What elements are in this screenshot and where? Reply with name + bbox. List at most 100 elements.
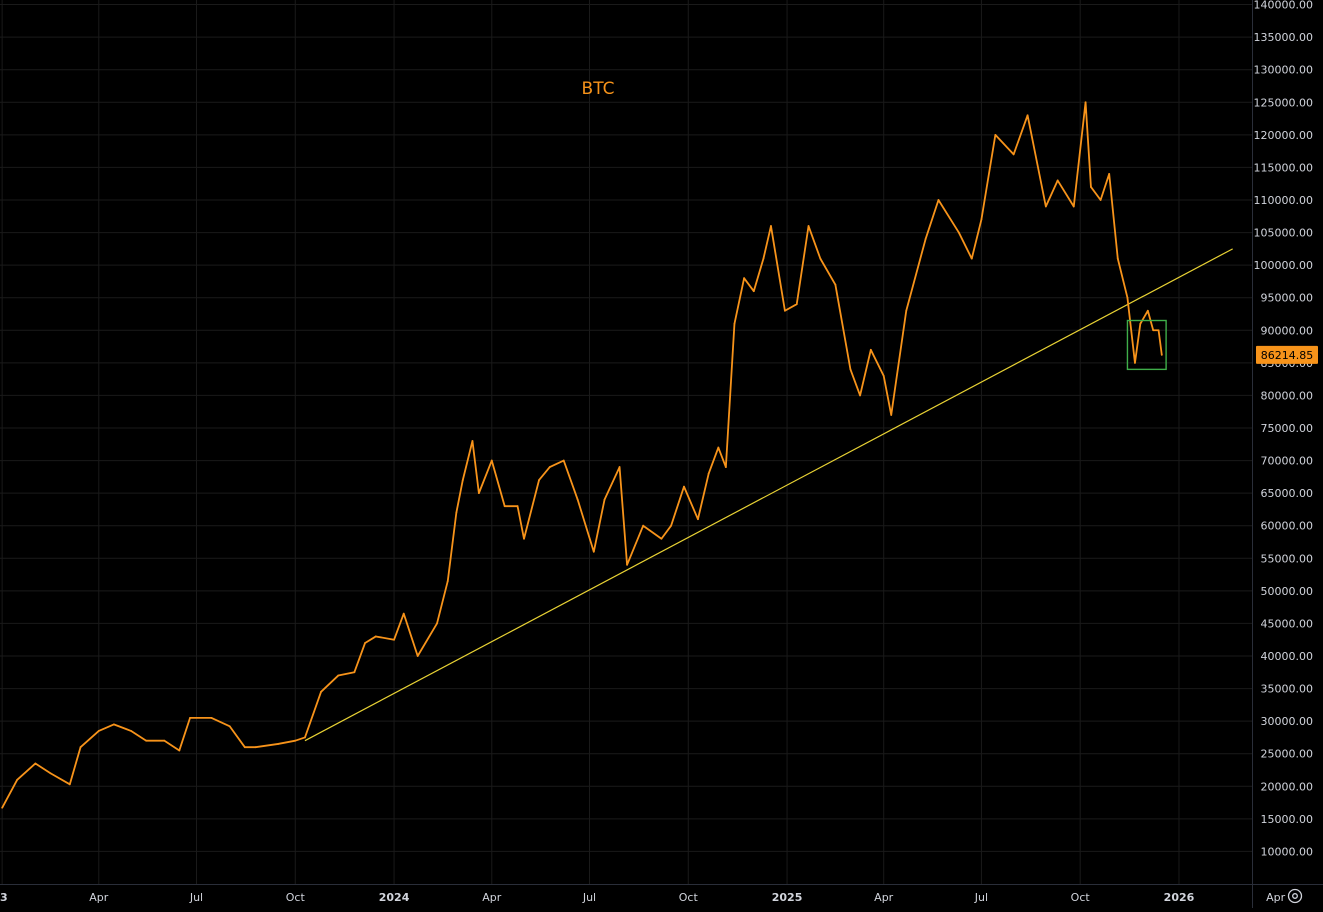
x-tick-label: Jul: [974, 891, 988, 904]
price-point: [1160, 354, 1163, 356]
price-point: [337, 674, 340, 677]
price-point: [834, 283, 837, 286]
price-point: [670, 524, 672, 527]
trendline-layer: [304, 248, 1233, 742]
price-point: [807, 225, 810, 227]
last-price-label: 86214.85: [1261, 349, 1314, 362]
y-tick-label: 130000.00: [1254, 64, 1314, 77]
price-point: [455, 511, 458, 514]
y-tick-label: 25000.00: [1261, 748, 1314, 761]
price-point: [1084, 101, 1087, 104]
price-point: [416, 655, 419, 657]
price-point: [490, 459, 493, 462]
price-point: [130, 730, 132, 732]
price-point: [277, 743, 280, 745]
price-point: [733, 322, 736, 325]
y-tick-label: 135000.00: [1254, 31, 1314, 44]
price-point: [436, 622, 438, 625]
trendline: [304, 248, 1233, 742]
price-point: [762, 257, 765, 260]
y-tick-label: 30000.00: [1261, 715, 1314, 728]
annotation-layer: [1126, 319, 1167, 371]
price-point: [1157, 329, 1160, 332]
price-point: [112, 723, 115, 726]
y-tick-label: 55000.00: [1261, 552, 1314, 565]
price-point: [957, 231, 960, 234]
price-point: [1090, 186, 1092, 188]
last-price-badge: [1256, 345, 1318, 364]
price-point: [304, 736, 306, 739]
price-point: [364, 642, 366, 644]
price-point: [1, 806, 4, 809]
y-tick-label: 15000.00: [1261, 813, 1314, 826]
price-point: [97, 730, 100, 732]
y-tick-label: 10000.00: [1261, 845, 1314, 858]
price-point: [819, 257, 822, 260]
price-point: [446, 580, 449, 582]
price-point: [724, 466, 727, 468]
grid: [0, 0, 1252, 884]
price-point: [697, 518, 699, 521]
price-point: [576, 498, 579, 501]
price-point: [471, 440, 474, 442]
price-point: [849, 368, 852, 371]
price-point: [353, 671, 356, 674]
price-point: [1116, 257, 1119, 260]
price-point: [294, 739, 297, 742]
price-point: [1134, 361, 1136, 364]
price-point: [1044, 205, 1047, 208]
y-axis[interactable]: 10000.00 15000.00 20000.00 25000.00 30000.00…: [1252, 0, 1319, 908]
price-point: [243, 746, 246, 749]
price-point: [79, 746, 82, 749]
x-tick-label: 3: [0, 891, 8, 904]
price-point: [1108, 173, 1111, 175]
price-point: [784, 309, 786, 312]
chart-title: BTC: [582, 79, 615, 99]
price-point: [523, 537, 525, 540]
y-tick-label: 45000.00: [1261, 617, 1314, 630]
x-tick-label: Oct: [679, 891, 699, 904]
price-point: [1026, 114, 1029, 117]
price-point: [905, 309, 908, 312]
y-tick-label: 140000.00: [1254, 0, 1314, 12]
price-point: [859, 394, 861, 397]
price-point: [1072, 205, 1075, 208]
price-point: [163, 739, 166, 742]
annotation-rectangle[interactable]: [1126, 319, 1167, 371]
x-tick-label: Apr: [482, 891, 502, 904]
price-point: [752, 290, 755, 293]
settings-gear-icon[interactable]: [1285, 886, 1305, 906]
price-point: [538, 479, 540, 482]
x-tick-label: Jul: [189, 891, 203, 904]
y-tick-label: 35000.00: [1261, 683, 1314, 696]
y-tick-label: 100000.00: [1254, 259, 1314, 272]
y-tick-label: 65000.00: [1261, 487, 1314, 500]
price-series-layer: [1, 101, 1163, 809]
price-point: [178, 749, 181, 752]
price-point: [660, 537, 663, 540]
y-tick-label: 125000.00: [1254, 96, 1314, 109]
price-point: [683, 485, 685, 488]
price-point: [402, 612, 405, 615]
price-point: [882, 374, 885, 377]
y-tick-label: 120000.00: [1254, 129, 1314, 142]
x-tick-label: Apr: [874, 891, 894, 904]
price-point: [374, 635, 377, 638]
price-point: [548, 466, 551, 468]
x-axis[interactable]: 3 Apr Jul Oct 2024 Apr Jul Oct 2025 Apr Jul Oct 2026…: [0, 884, 1323, 905]
price-point: [603, 498, 606, 501]
x-tick-label: Jul: [582, 891, 596, 904]
price-point: [707, 472, 710, 475]
y-tick-label: 20000.00: [1261, 780, 1314, 793]
price-point: [503, 505, 506, 508]
x-tick-label: Oct: [286, 891, 306, 904]
price-point: [642, 524, 645, 527]
price-point: [1099, 199, 1102, 201]
price-point: [68, 783, 71, 786]
y-tick-label: 115000.00: [1254, 161, 1314, 174]
y-tick-label: 90000.00: [1261, 324, 1314, 337]
price-point: [477, 492, 480, 495]
price-point: [1056, 179, 1059, 182]
